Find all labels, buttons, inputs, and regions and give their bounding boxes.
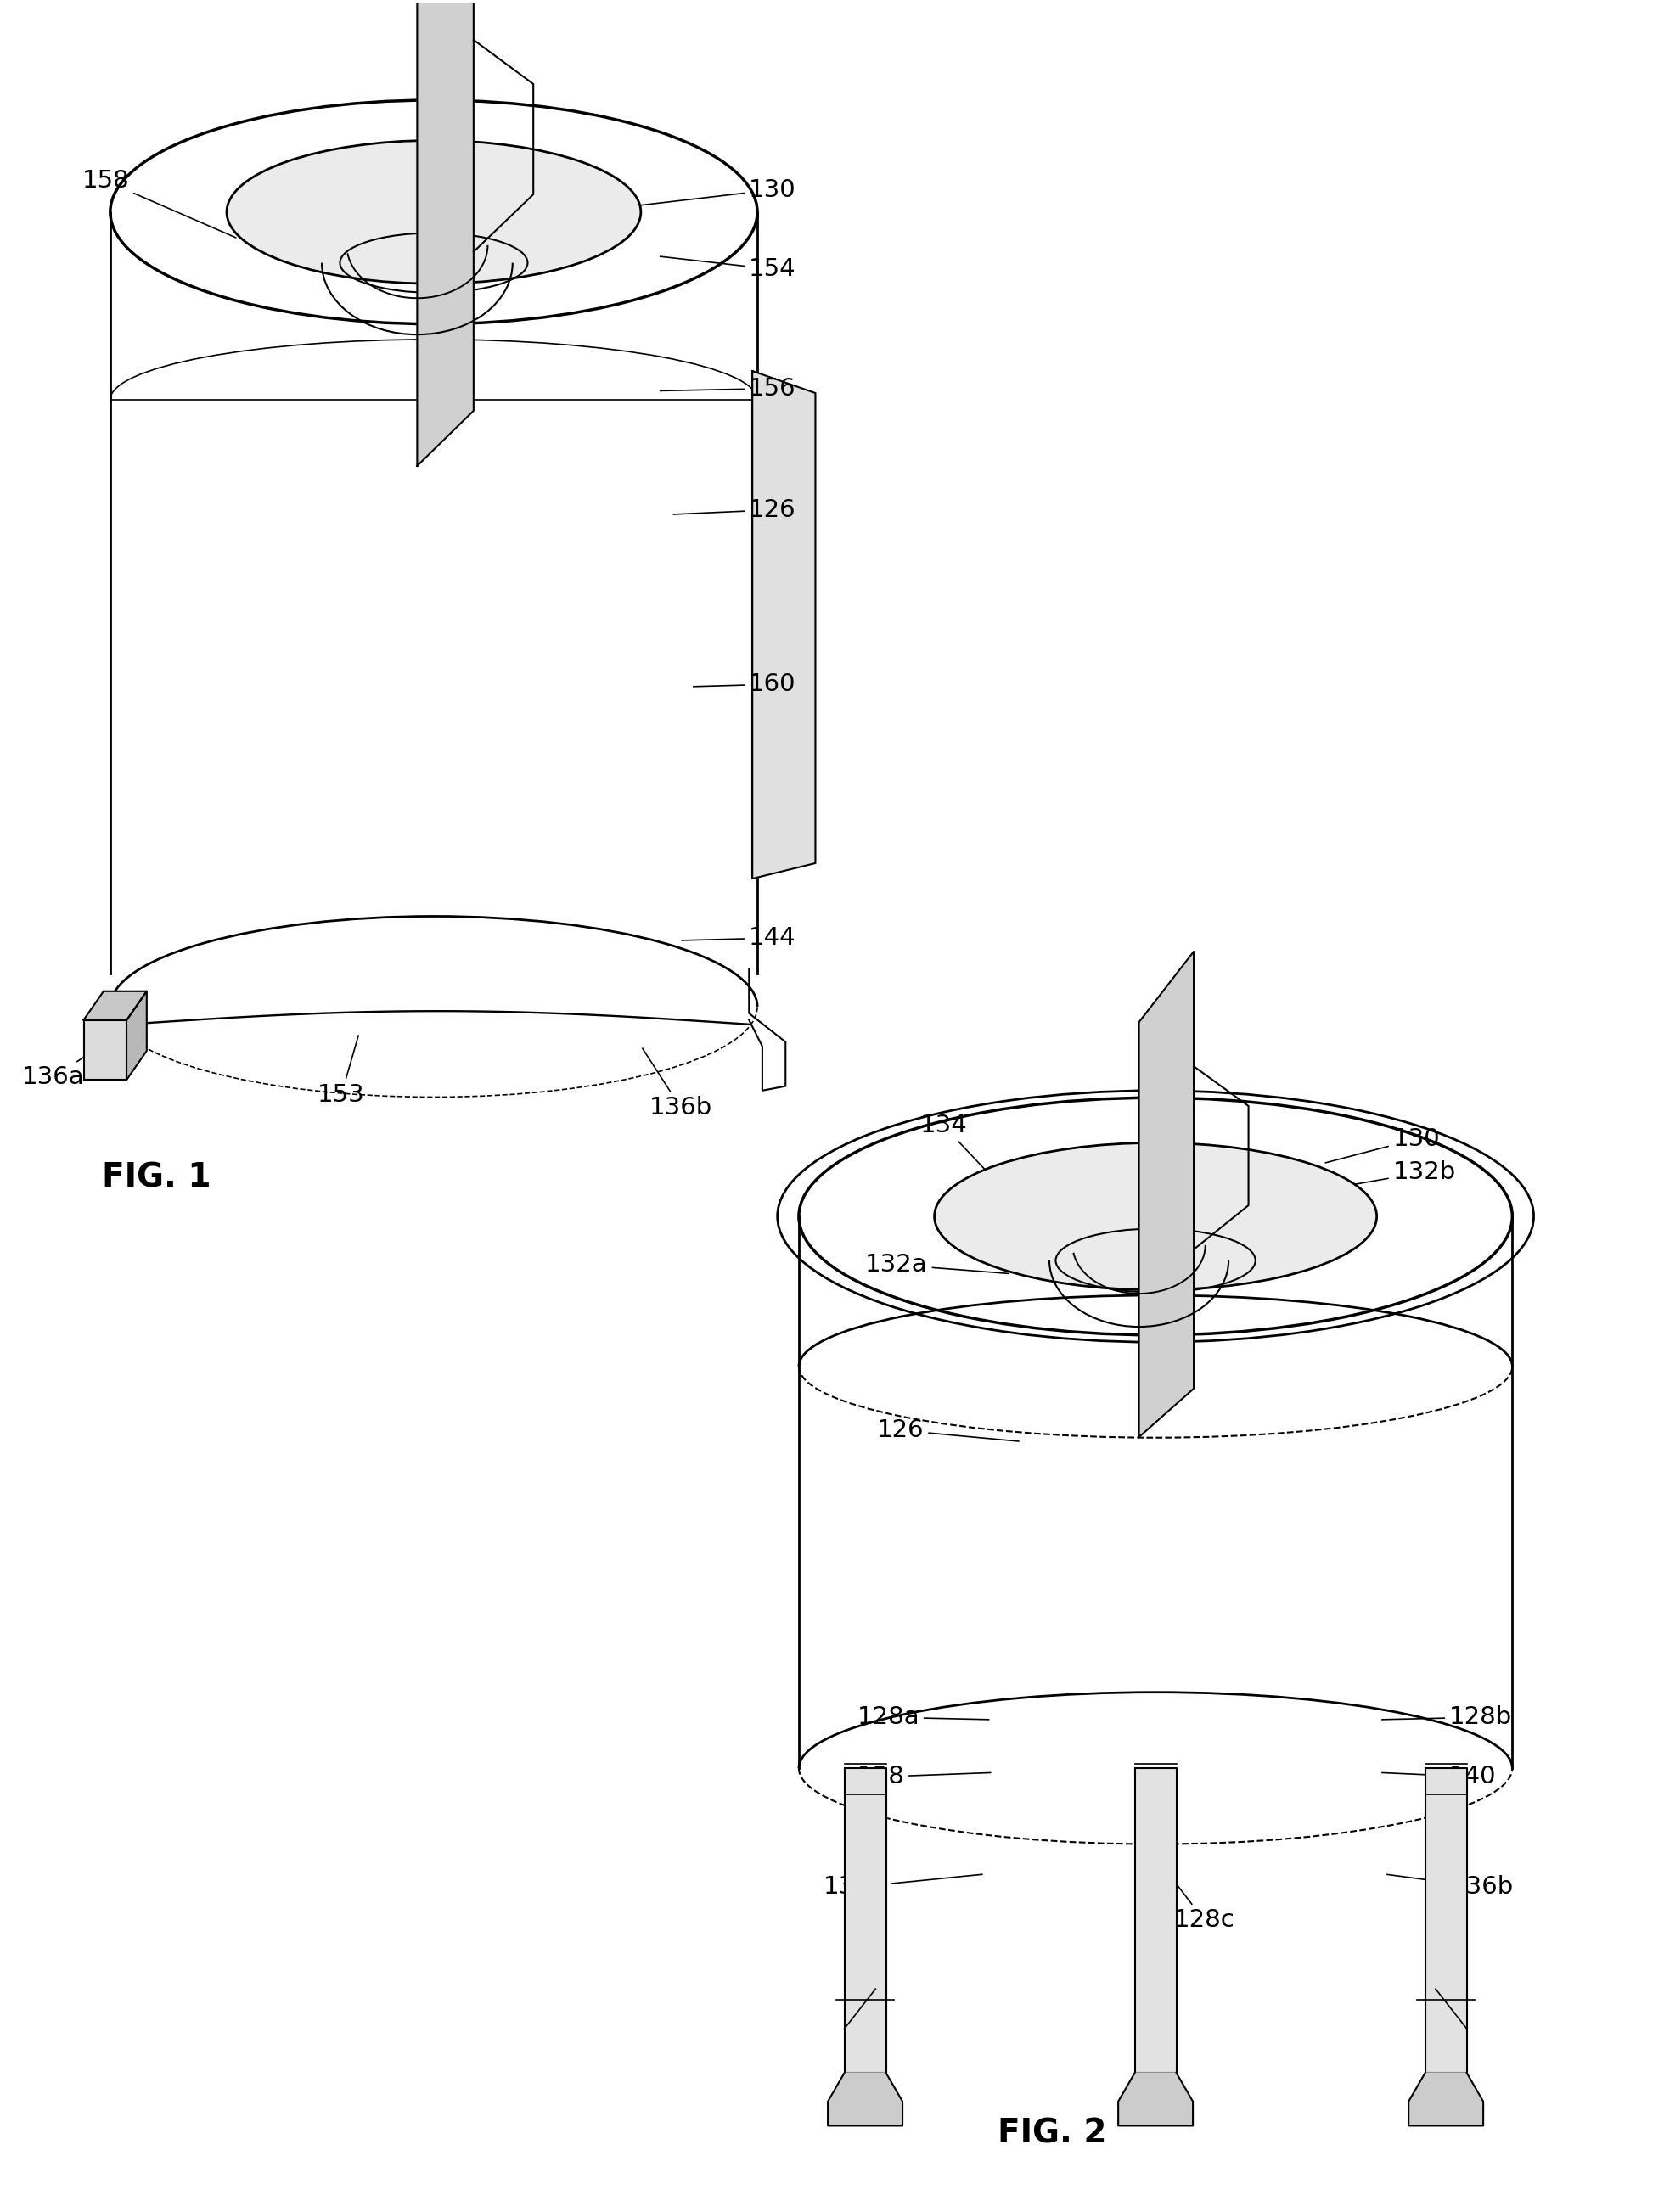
Text: 136b: 136b xyxy=(1386,1874,1514,1900)
Polygon shape xyxy=(83,1020,126,1079)
Text: 158: 158 xyxy=(82,168,236,237)
Text: 153: 153 xyxy=(318,1035,364,1106)
Polygon shape xyxy=(844,1767,885,2073)
Text: 126: 126 xyxy=(877,1418,1018,1442)
Polygon shape xyxy=(126,991,146,1079)
Text: FIG. 2: FIG. 2 xyxy=(998,2117,1107,2150)
Text: FIG. 1: FIG. 1 xyxy=(102,1161,211,1194)
Polygon shape xyxy=(1118,2073,1193,2126)
Polygon shape xyxy=(752,372,815,878)
Text: 138: 138 xyxy=(857,1765,990,1790)
Text: 130: 130 xyxy=(1326,1128,1439,1164)
Text: 130: 130 xyxy=(622,177,797,208)
Ellipse shape xyxy=(935,1144,1376,1290)
Text: 136a: 136a xyxy=(22,1031,125,1088)
Text: 154: 154 xyxy=(661,257,797,281)
Text: 132a: 132a xyxy=(865,1252,1008,1276)
Polygon shape xyxy=(1135,1767,1176,2073)
Ellipse shape xyxy=(226,139,641,283)
Polygon shape xyxy=(1409,2073,1483,2126)
Text: 132b: 132b xyxy=(1326,1159,1456,1190)
Text: 160: 160 xyxy=(694,672,795,697)
Text: 140: 140 xyxy=(1381,1765,1496,1790)
Text: 128a: 128a xyxy=(857,1705,988,1730)
Text: 144: 144 xyxy=(682,927,797,949)
Text: 128c: 128c xyxy=(1170,1876,1235,1933)
Text: 136b: 136b xyxy=(642,1048,712,1119)
Text: 128b: 128b xyxy=(1381,1705,1513,1730)
Text: 126: 126 xyxy=(674,498,797,522)
Text: 136a: 136a xyxy=(824,1874,982,1900)
Polygon shape xyxy=(1138,951,1193,1438)
Polygon shape xyxy=(83,991,146,1020)
Polygon shape xyxy=(1424,1767,1466,2073)
Text: 156: 156 xyxy=(661,376,797,400)
Polygon shape xyxy=(829,2073,902,2126)
Text: 134: 134 xyxy=(920,1115,997,1181)
Polygon shape xyxy=(418,0,474,467)
